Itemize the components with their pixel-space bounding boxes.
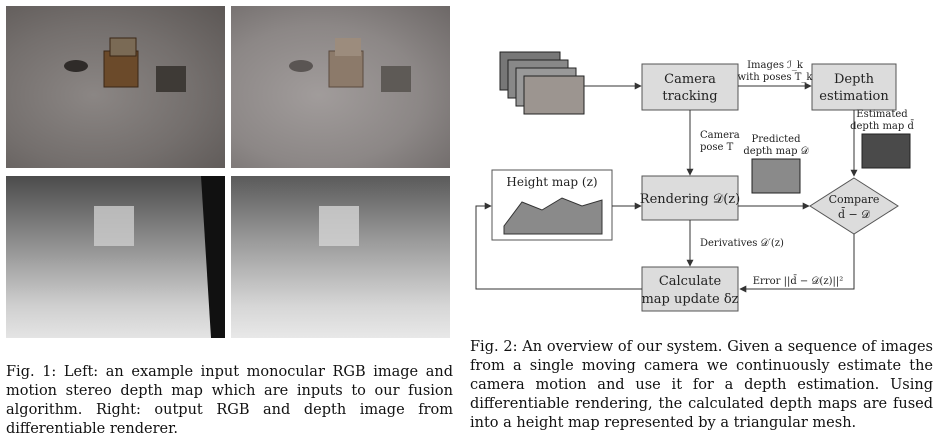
triangular-mesh [503,197,603,235]
compare-label-2: d̄ − 𝒟 [838,208,870,221]
figure2-caption: Fig. 2: An overview of our system. Given… [470,338,933,431]
compare-label-1: Compare [829,193,880,206]
camera-pose-label-2: pose T [700,142,734,153]
calculate-line1: Calculate [659,274,722,289]
poses-label: with poses T_k [738,72,814,83]
input-image-stack [499,51,585,115]
estimated-depth-thumbnail [861,133,911,169]
calculate-update-node [641,266,739,312]
estimated-depth-label-1: Estimated [856,109,908,120]
output-depth-scene [319,206,359,246]
camera-pose-label-1: Camera [700,130,740,141]
depth-estimation-line1: Depth [834,72,875,87]
height-map-label: Height map (z) [506,175,597,189]
depth-estimation-node [811,63,897,111]
derivatives-label: Derivatives 𝒟′(z) [700,238,784,249]
rendering-label: Rendering 𝒟(z) [640,192,740,207]
predicted-depth-label-1: Predicted [752,134,802,145]
input-depth-map [6,176,225,338]
output-rgb-image [231,6,450,168]
output-rgb-scene [289,38,411,92]
rendering-node [641,175,739,221]
figure1-caption: Fig. 1: Left: an example input monocular… [6,363,453,437]
input-rgb-scene [64,37,186,92]
images-label: Images ℐ_k [747,60,804,71]
compare-node [809,177,899,235]
estimated-depth-label-2: depth map d̄ [850,120,914,132]
predicted-depth-label-2: depth map 𝒟 [743,146,808,157]
input-rgb-image [6,6,225,168]
input-depth-scene [94,176,225,338]
predicted-depth-thumbnail [751,158,801,194]
camera-tracking-line2: tracking [662,89,717,104]
error-label: Error ||d̄ − 𝒟(z)||² [753,275,844,287]
camera-tracking-line1: Camera [664,72,716,87]
depth-estimation-line2: estimation [819,89,889,104]
output-depth-map [231,176,450,338]
calculate-line2: map update δz [641,292,738,307]
system-overview-diagram: Camera tracking Depth estimation Images … [475,51,914,312]
